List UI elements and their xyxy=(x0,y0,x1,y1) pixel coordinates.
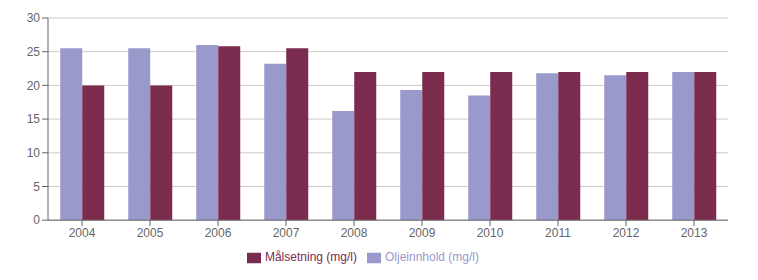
svg-text:2005: 2005 xyxy=(137,226,164,240)
svg-text:2009: 2009 xyxy=(409,226,436,240)
svg-text:2012: 2012 xyxy=(613,226,640,240)
svg-text:2013: 2013 xyxy=(681,226,708,240)
svg-text:20: 20 xyxy=(27,79,41,93)
svg-text:15: 15 xyxy=(27,112,41,126)
svg-text:0: 0 xyxy=(33,213,40,227)
svg-text:10: 10 xyxy=(27,146,41,160)
svg-text:30: 30 xyxy=(27,11,41,25)
svg-text:2008: 2008 xyxy=(341,226,368,240)
svg-text:2011: 2011 xyxy=(545,226,571,240)
svg-text:25: 25 xyxy=(27,45,41,59)
svg-text:2007: 2007 xyxy=(273,226,300,240)
svg-text:5: 5 xyxy=(33,180,40,194)
svg-text:2010: 2010 xyxy=(477,226,504,240)
html-text:Målsetning (mg/l): Målsetning (mg/l) xyxy=(265,250,357,265)
html-text:Oljeinnhold (mg/l): Oljeinnhold (mg/l) xyxy=(385,250,479,265)
svg-text:2006: 2006 xyxy=(205,226,232,240)
svg-text:2004: 2004 xyxy=(69,226,96,240)
